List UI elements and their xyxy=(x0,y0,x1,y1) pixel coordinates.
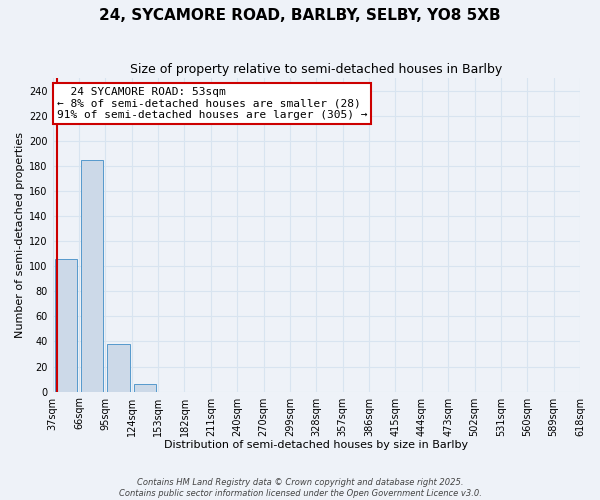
Bar xyxy=(107,344,130,392)
Text: 24 SYCAMORE ROAD: 53sqm
← 8% of semi-detached houses are smaller (28)
91% of sem: 24 SYCAMORE ROAD: 53sqm ← 8% of semi-det… xyxy=(56,87,367,120)
Bar xyxy=(81,160,103,392)
Y-axis label: Number of semi-detached properties: Number of semi-detached properties xyxy=(15,132,25,338)
Text: 24, SYCAMORE ROAD, BARLBY, SELBY, YO8 5XB: 24, SYCAMORE ROAD, BARLBY, SELBY, YO8 5X… xyxy=(99,8,501,22)
Bar xyxy=(134,384,156,392)
Bar xyxy=(55,258,77,392)
X-axis label: Distribution of semi-detached houses by size in Barlby: Distribution of semi-detached houses by … xyxy=(164,440,469,450)
Text: Contains HM Land Registry data © Crown copyright and database right 2025.
Contai: Contains HM Land Registry data © Crown c… xyxy=(119,478,481,498)
Title: Size of property relative to semi-detached houses in Barlby: Size of property relative to semi-detach… xyxy=(130,62,502,76)
